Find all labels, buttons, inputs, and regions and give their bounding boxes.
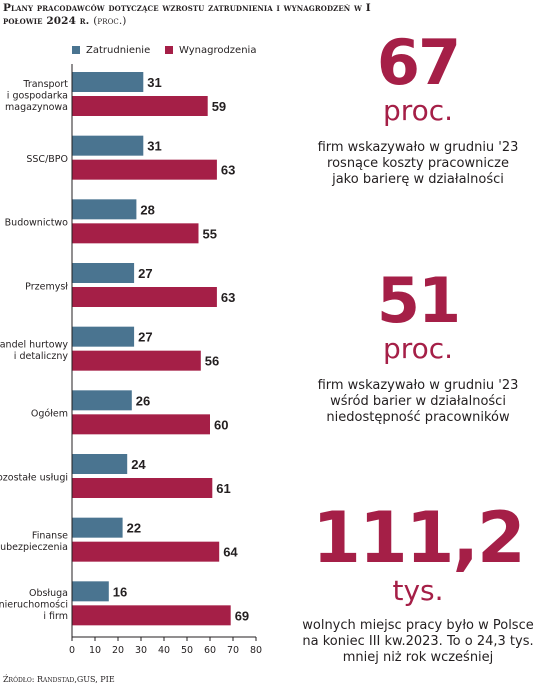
bar-employment: [72, 263, 135, 283]
stat-value: 51: [376, 264, 461, 337]
bar-wages: [72, 223, 199, 244]
data-label-wages: 56: [205, 354, 219, 369]
stat-unit: proc.: [382, 94, 454, 127]
category-label: Pozostałe usługi: [0, 472, 68, 483]
category-label: i ubezpieczenia: [0, 542, 68, 553]
stat-value: 111,2: [312, 497, 525, 579]
chart-title: Plany pracodawców dotyczące wzrostu zatr…: [3, 2, 371, 27]
stat-description: wolnych miejsc pracy było w Polsce na ko…: [302, 618, 534, 665]
data-label-wages: 63: [221, 290, 235, 305]
category-label: magazynowa: [5, 102, 68, 113]
data-label-employment: 27: [138, 266, 152, 281]
stat-unit: proc.: [382, 332, 454, 365]
stat-block-vacancies: 111,2 tys. wolnych miejsc pracy było w P…: [300, 500, 536, 666]
data-label-employment: 31: [147, 75, 161, 90]
x-tick-label: 20: [112, 645, 124, 656]
legend-swatch-wages: [165, 46, 173, 54]
bar-wages: [72, 96, 208, 116]
x-tick-label: 30: [135, 645, 147, 656]
stat-unit: tys.: [392, 574, 444, 607]
stat-value: 67: [376, 26, 461, 99]
category-label: Przemysł: [25, 281, 68, 292]
data-label-employment: 27: [138, 330, 152, 345]
bar-wages: [72, 414, 210, 435]
legend-item-wages: Wynagrodzenia: [165, 45, 256, 57]
source-note: Źródło: Randstad,GUS, PIE: [3, 675, 115, 684]
x-tick-label: 40: [158, 645, 170, 656]
data-label-employment: 16: [113, 584, 127, 599]
bar-employment: [72, 517, 123, 538]
stat-block-costs: 67 proc. firm wskazywało w grudniu '23 r…: [300, 30, 536, 188]
bar-wages: [72, 605, 231, 626]
x-tick-label: 70: [227, 645, 239, 656]
category-label: Finanse: [32, 530, 68, 541]
bar-wages: [72, 350, 201, 371]
category-label: Handel hurtowy: [0, 339, 68, 350]
category-label: nieruchomości: [0, 600, 68, 611]
bar-employment: [72, 326, 135, 347]
bar-wages: [72, 159, 217, 180]
category-label: i detaliczny: [14, 351, 69, 362]
data-label-employment: 22: [127, 521, 141, 536]
data-label-employment: 31: [147, 139, 161, 154]
category-label: Ogółem: [31, 409, 68, 420]
data-label-wages: 55: [203, 226, 217, 241]
category-label: i gospodarka: [7, 90, 68, 101]
legend-item-employment: Zatrudnienie: [72, 45, 150, 57]
x-tick-label: 60: [204, 645, 216, 656]
data-label-wages: 64: [223, 545, 238, 560]
data-label-wages: 60: [214, 417, 228, 432]
x-tick-label: 50: [181, 645, 193, 656]
category-label: Budownictwo: [5, 218, 69, 229]
data-label-employment: 26: [136, 393, 150, 408]
stat-description: firm wskazywało w grudniu '23 wśród bari…: [317, 378, 519, 425]
bar-wages: [72, 541, 220, 562]
bar-wages: [72, 478, 213, 498]
data-label-employment: 28: [140, 202, 154, 217]
stat-description: firm wskazywało w grudniu '23 rosnące ko…: [317, 140, 519, 187]
data-label-wages: 69: [235, 608, 249, 623]
x-tick-label: 80: [250, 645, 262, 656]
x-tick-label: 0: [69, 645, 75, 656]
data-label-employment: 24: [131, 457, 146, 472]
category-label: i firm: [43, 611, 68, 622]
data-label-wages: 59: [212, 99, 226, 114]
category-label: Obsługa: [29, 588, 68, 599]
bar-employment: [72, 199, 137, 220]
category-label: Transport: [22, 79, 68, 90]
legend-swatch-employment: [72, 46, 80, 54]
bar-wages: [72, 287, 217, 307]
category-label: SSC/BPO: [26, 154, 68, 165]
stat-block-workers: 51 proc. firm wskazywało w grudniu '23 w…: [300, 268, 536, 426]
bar-employment: [72, 454, 128, 474]
bar-employment: [72, 135, 144, 156]
data-label-wages: 63: [221, 163, 235, 178]
data-label-wages: 61: [216, 481, 230, 496]
bar-employment: [72, 581, 109, 602]
bar-employment: [72, 390, 132, 411]
x-tick-label: 10: [89, 645, 101, 656]
bar-employment: [72, 72, 144, 92]
